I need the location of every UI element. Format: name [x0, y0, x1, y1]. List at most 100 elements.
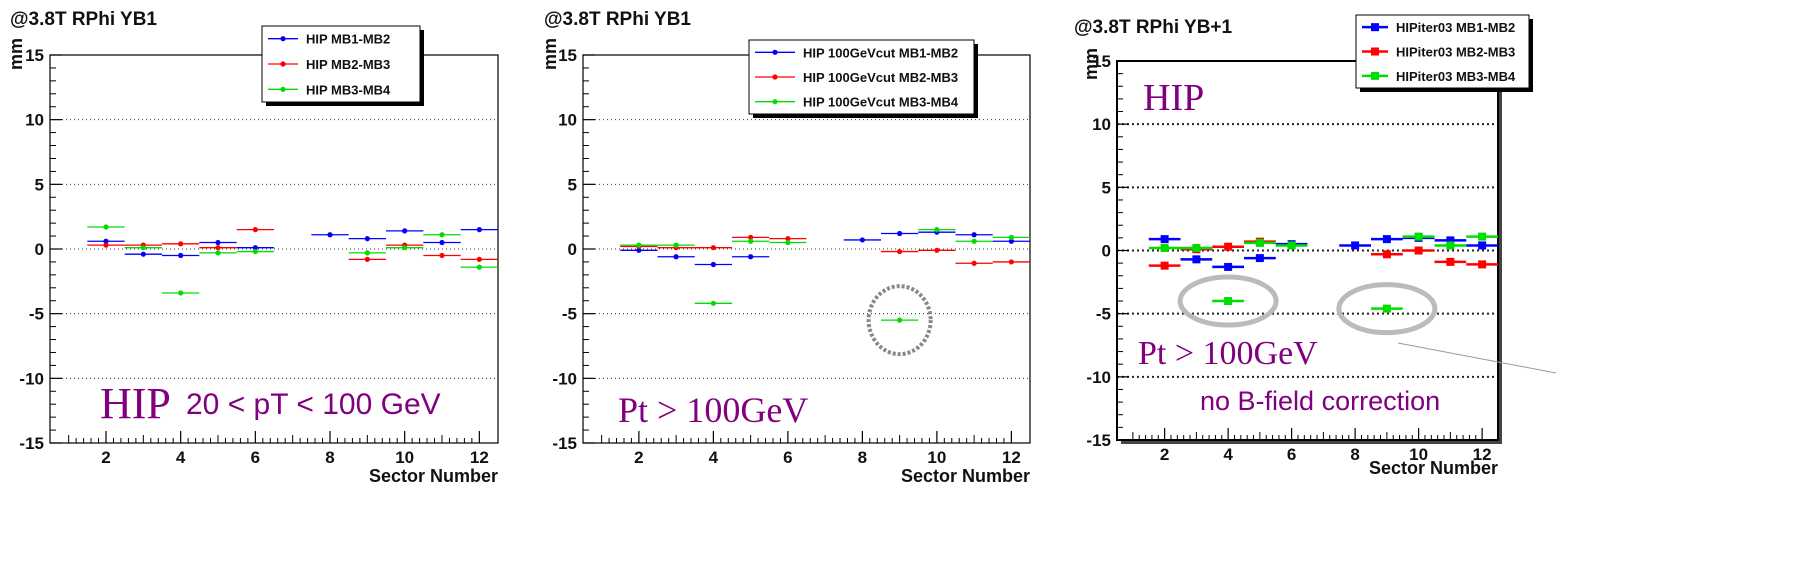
data-point: [476, 227, 482, 233]
data-point: [673, 254, 679, 260]
data-point: [1446, 241, 1455, 250]
data-point: [178, 290, 184, 296]
legend-marker: [1371, 71, 1379, 80]
y-tick-label: 5: [1102, 178, 1111, 197]
data-point: [476, 264, 482, 270]
data-point: [1224, 262, 1233, 271]
x-tick-label: 4: [1223, 445, 1233, 464]
y-tick-label: 5: [568, 175, 577, 194]
chart-title: @3.8T RPhi YB1: [10, 9, 157, 30]
y-tick-label: 0: [1102, 242, 1111, 261]
data-point: [402, 228, 408, 234]
y-tick-label: -5: [1096, 305, 1111, 324]
data-point: [710, 245, 716, 251]
legend-marker: [280, 86, 286, 92]
data-point: [1008, 259, 1014, 265]
legend-label: HIP 100GeVcut MB3-MB4: [803, 95, 959, 110]
data-point: [439, 232, 445, 238]
data-point: [215, 245, 221, 251]
data-point: [439, 239, 445, 246]
data-point: [1160, 243, 1169, 252]
data-point: [1382, 304, 1391, 313]
data-point: [1160, 235, 1169, 244]
data-point: [364, 256, 370, 262]
data-point: [327, 232, 333, 238]
data-point: [140, 251, 146, 257]
y-tick-label: -15: [1086, 431, 1111, 450]
annotation-pointer: [1397, 342, 1557, 374]
legend-label: HIP MB2-MB3: [306, 57, 390, 72]
x-tick-label: 6: [783, 448, 792, 467]
data-point: [364, 250, 370, 256]
x-axis: 2 4 6 8 10 12: [601, 431, 1021, 467]
data-point: [178, 252, 184, 259]
y-axis: 15 10 5 0 -5 -10 -15: [1086, 52, 1129, 450]
data-point: [215, 250, 221, 256]
data-point: [710, 261, 716, 268]
data-point: [673, 242, 679, 248]
data-point: [215, 239, 221, 246]
data-point: [1008, 238, 1014, 244]
y-tick-label: -15: [19, 434, 44, 453]
data-point: [636, 247, 642, 253]
y-tick-label: 10: [25, 111, 44, 130]
y-tick-label: -10: [1086, 368, 1111, 387]
data-point: [1478, 260, 1487, 269]
series-2: [87, 227, 498, 262]
x-axis-label: Sector Number: [901, 466, 1030, 486]
y-tick-label: -5: [29, 305, 44, 324]
data-point: [1224, 242, 1233, 251]
highlight-ellipse: [1177, 274, 1279, 328]
data-point: [1382, 235, 1391, 244]
x-tick-label: 2: [634, 448, 643, 467]
y-axis-label: mm: [540, 38, 560, 70]
x-tick-label: 10: [1409, 445, 1428, 464]
data-point: [897, 248, 903, 255]
x-tick-label: 8: [858, 448, 867, 467]
legend-marker: [772, 99, 778, 105]
x-tick-label: 12: [1473, 445, 1492, 464]
data-point: [252, 245, 258, 251]
y-axis-label: mm: [1081, 48, 1101, 80]
data-point: [439, 252, 445, 259]
x-tick-label: 10: [395, 448, 414, 467]
annotation-text: no B-field correction: [1200, 386, 1440, 416]
data-point: [364, 236, 370, 242]
y-tick-label: 15: [1092, 52, 1111, 71]
legend-marker: [772, 74, 778, 80]
data-point: [476, 256, 482, 262]
chart-panel-3: @3.8T RPhi YB+1 mm Sector Number 15 10 5 0 -5 -1…: [1074, 14, 1557, 478]
data-point: [140, 245, 146, 251]
y-tick-label: 5: [35, 175, 44, 194]
data-point: [897, 230, 903, 237]
data-point: [1478, 232, 1487, 241]
legend-label: HIPiter03 MB3-MB4: [1396, 69, 1516, 84]
y-tick-label: 10: [558, 111, 577, 130]
x-axis: 2 4 6 8 10 12: [1132, 428, 1492, 464]
series-2: [620, 234, 1030, 266]
data-point: [748, 238, 754, 244]
x-axis-label: Sector Number: [369, 466, 498, 486]
y-axis-label: mm: [6, 38, 26, 70]
data-point: [1446, 257, 1455, 266]
highlight-ellipse: [1336, 282, 1438, 336]
x-tick-label: 2: [101, 448, 110, 467]
data-point: [971, 260, 977, 266]
data-point: [1192, 255, 1201, 264]
chart-panel-2: @3.8T RPhi YB1 mm Sector Number 15 10 5 0 -5 -10…: [540, 9, 1031, 486]
data-point: [897, 317, 903, 323]
y-tick-label: 0: [35, 240, 44, 259]
x-tick-label: 6: [251, 448, 260, 467]
x-tick-label: 12: [470, 448, 489, 467]
data-point: [1160, 261, 1169, 270]
y-tick-label: 0: [568, 240, 577, 259]
data-point: [971, 238, 977, 244]
data-point: [402, 245, 408, 251]
legend-marker: [1371, 47, 1379, 56]
data-point: [103, 238, 109, 244]
data-point: [934, 247, 940, 253]
data-point: [1446, 236, 1455, 245]
legend-marker: [1371, 23, 1379, 32]
legend-marker: [280, 36, 286, 42]
